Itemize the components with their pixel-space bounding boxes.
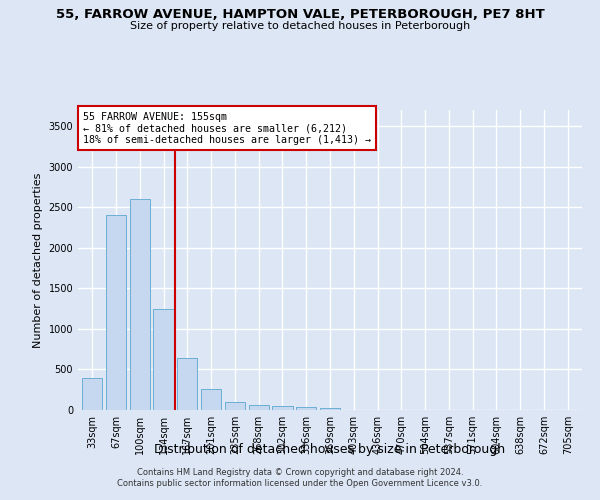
Bar	[320, 408, 340, 410]
Text: 55, FARROW AVENUE, HAMPTON VALE, PETERBOROUGH, PE7 8HT: 55, FARROW AVENUE, HAMPTON VALE, PETERBO…	[56, 8, 544, 20]
Text: Size of property relative to detached houses in Peterborough: Size of property relative to detached ho…	[130, 21, 470, 31]
Bar	[106, 216, 126, 410]
Bar	[272, 406, 293, 410]
Text: Distribution of detached houses by size in Peterborough: Distribution of detached houses by size …	[154, 442, 506, 456]
Bar	[154, 308, 173, 410]
Bar	[296, 407, 316, 410]
Bar	[130, 199, 150, 410]
Bar	[248, 405, 269, 410]
Bar	[177, 358, 197, 410]
Bar	[82, 378, 103, 410]
Bar	[225, 402, 245, 410]
Text: Contains HM Land Registry data © Crown copyright and database right 2024.
Contai: Contains HM Land Registry data © Crown c…	[118, 468, 482, 487]
Bar	[201, 389, 221, 410]
Text: 55 FARROW AVENUE: 155sqm
← 81% of detached houses are smaller (6,212)
18% of sem: 55 FARROW AVENUE: 155sqm ← 81% of detach…	[83, 112, 371, 144]
Y-axis label: Number of detached properties: Number of detached properties	[33, 172, 43, 348]
